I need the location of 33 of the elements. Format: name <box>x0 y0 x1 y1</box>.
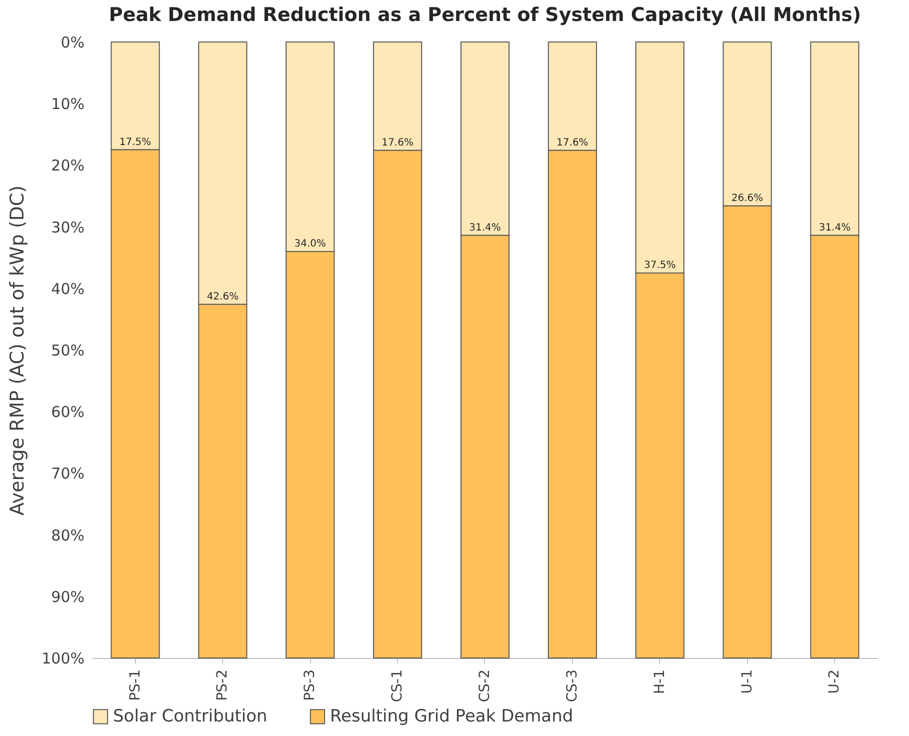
legend-label: Solar Contribution <box>113 706 268 727</box>
legend-label: Resulting Grid Peak Demand <box>330 706 574 727</box>
y-tick-label: 90% <box>51 588 84 606</box>
data-label: 26.6% <box>731 192 764 204</box>
y-tick-label: 20% <box>51 156 84 175</box>
data-label: 17.5% <box>119 136 152 148</box>
x-tick-label: U-1 <box>739 670 756 694</box>
data-label: 34.0% <box>294 238 326 250</box>
x-tick-label: H-1 <box>652 670 668 694</box>
x-tick-label: CS-1 <box>390 670 406 702</box>
x-tick-label: CS-3 <box>564 670 580 702</box>
data-label: 31.4% <box>469 222 501 234</box>
x-tick-label: CS-2 <box>477 670 493 702</box>
y-tick-label: 100% <box>42 650 84 668</box>
data-label: 37.5% <box>644 260 676 271</box>
y-tick-label: 60% <box>51 403 84 422</box>
x-tick-label: PS-2 <box>214 670 231 701</box>
y-tick-label: 0% <box>60 34 84 52</box>
data-label: 42.6% <box>206 291 239 302</box>
data-label: 17.6% <box>556 137 588 148</box>
data-label: 17.6% <box>382 137 414 148</box>
x-tick-label: U-2 <box>826 670 843 694</box>
y-tick-label: 70% <box>51 464 84 483</box>
x-tick-label: PS-1 <box>127 670 144 701</box>
y-tick-label: 30% <box>51 218 84 236</box>
data-label: 31.4% <box>818 222 851 234</box>
y-tick-label: 10% <box>51 95 84 114</box>
chart-title: Peak Demand Reduction as a Percent of System Capacity (All Months) <box>108 4 862 26</box>
x-tick-label: PS-3 <box>302 670 318 701</box>
y-tick-label: 80% <box>51 526 84 544</box>
y-tick-label: 40% <box>51 280 84 298</box>
y-axis-title: Average RMP (AC) out of kWp (DC) <box>6 185 29 516</box>
y-tick-label: 50% <box>51 342 84 360</box>
